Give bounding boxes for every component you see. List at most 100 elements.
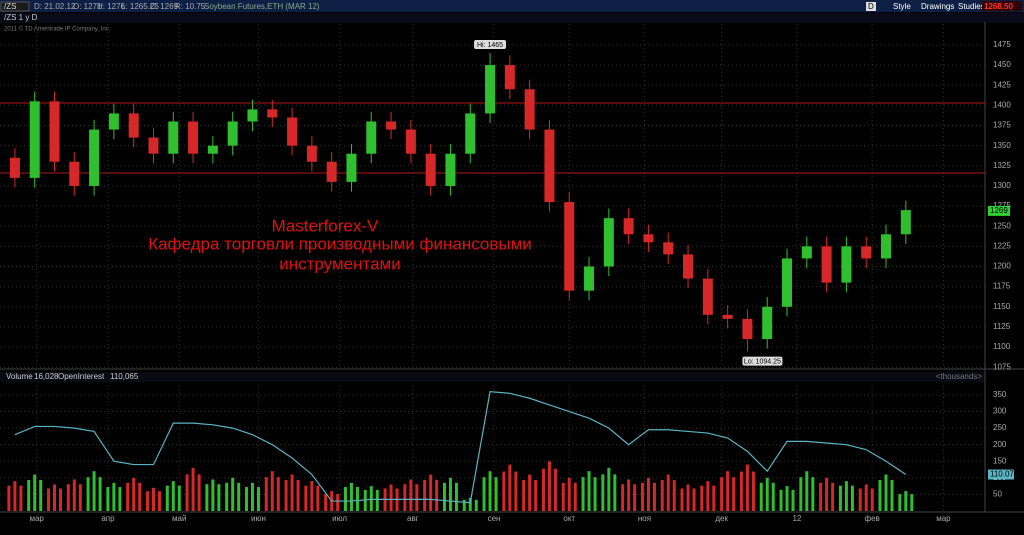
symbol[interactable]: /ZS <box>4 2 16 11</box>
candle-body <box>108 113 119 130</box>
volume-bar <box>811 477 815 511</box>
candle-body <box>881 234 892 259</box>
volume-bar <box>442 482 446 511</box>
volume-bar <box>482 477 486 511</box>
volume-bar <box>680 488 684 511</box>
y-tick-label: 1175 <box>993 282 1011 291</box>
volume-bar <box>185 474 189 511</box>
volume-bar <box>72 479 76 511</box>
y-tick-label: 1250 <box>993 221 1011 230</box>
y-tick-label: 1075 <box>993 362 1011 371</box>
d-label[interactable]: D <box>868 2 874 11</box>
volume-bar <box>771 482 775 511</box>
volume-bar <box>217 484 221 511</box>
candle-body <box>504 65 515 90</box>
volume-bar <box>468 497 472 511</box>
y-tick-label: 300 <box>993 407 1007 416</box>
low: L: 1265.25 <box>121 2 159 11</box>
volume-bar <box>799 477 803 511</box>
volume-bar <box>132 477 136 511</box>
volume-bar <box>805 471 809 511</box>
y-tick-label: 1200 <box>993 262 1011 271</box>
volume-bar <box>706 481 710 511</box>
candle-body <box>168 121 179 154</box>
volume-bar <box>304 485 308 511</box>
volume-bar <box>613 474 617 511</box>
volume-bar <box>522 479 526 511</box>
volume-bar <box>39 479 43 511</box>
candle-body <box>9 157 20 178</box>
volume-bar <box>593 477 597 511</box>
copyright: 2011 © TD Ameritrade IP Company, Inc. <box>4 26 111 33</box>
volume-bar <box>700 485 704 511</box>
candle-body <box>49 101 60 162</box>
candle-body <box>366 121 377 154</box>
volume-bar <box>86 477 90 511</box>
volume-bar <box>581 477 585 511</box>
volume-bar <box>165 485 169 511</box>
volume-bar <box>276 477 280 511</box>
volume-bar <box>7 485 11 511</box>
style-button[interactable]: Style <box>893 2 911 11</box>
y-tick-label: 1225 <box>993 241 1011 250</box>
last-price: 1268.50 <box>984 2 1013 11</box>
volume-bar <box>884 474 888 511</box>
volume-bar <box>336 494 340 511</box>
volume-bar <box>785 486 789 511</box>
candle-body <box>900 210 911 235</box>
volume-bar <box>423 479 427 511</box>
candle-body <box>683 254 694 279</box>
volume-bar <box>502 471 506 511</box>
volume-bar <box>858 488 862 511</box>
volume-bar <box>375 489 379 511</box>
volume-bar <box>270 471 274 511</box>
volume-bar <box>587 471 591 511</box>
volume-bar <box>779 489 783 511</box>
symbol-box[interactable] <box>0 1 30 12</box>
drawings-button[interactable]: Drawings <box>921 2 954 11</box>
open: O: 1271 <box>73 2 102 11</box>
volume-bar <box>553 468 557 511</box>
volume-bar <box>310 481 314 511</box>
y-tick-label: 150 <box>993 456 1007 465</box>
volume-bar <box>19 485 23 511</box>
last-value-box <box>988 469 1014 480</box>
candle-body <box>69 161 80 186</box>
last-value-label: 110.07 <box>990 470 1014 479</box>
candle-body <box>861 246 872 259</box>
volume-bar <box>13 481 17 511</box>
high: H: 1276 <box>97 2 126 11</box>
studies-button[interactable]: Studies <box>958 2 985 11</box>
last-price-box <box>988 205 1010 216</box>
volume-bar <box>745 464 749 511</box>
d-button[interactable] <box>866 2 876 11</box>
y-tick-label: 1375 <box>993 121 1011 130</box>
volume-bar <box>112 482 116 511</box>
volume-bar <box>870 488 874 511</box>
volume-bar <box>98 477 102 511</box>
y-tick-label: 1350 <box>993 141 1011 150</box>
volume-bar <box>739 471 743 511</box>
volume-bar <box>454 482 458 511</box>
volume-bar <box>126 482 130 511</box>
volume-bar <box>878 479 882 511</box>
volume-bar <box>660 479 664 511</box>
candle-body <box>762 306 773 339</box>
sub-header <box>0 13 1024 23</box>
candle-body <box>663 242 674 255</box>
volume-bar <box>225 482 229 511</box>
description: Soybean Futures,ETH (MAR 12) <box>204 2 320 11</box>
volume-bar <box>389 484 393 511</box>
volume-bar <box>403 484 407 511</box>
volume-bar <box>686 484 690 511</box>
volume-bar <box>355 487 359 511</box>
x-tick-label: 12 <box>792 514 801 523</box>
series-name: Volume <box>6 372 33 381</box>
y-tick-label: 1150 <box>993 302 1011 311</box>
volume-bar <box>448 477 452 511</box>
volume-bar <box>712 485 716 511</box>
volume-bar <box>211 479 215 511</box>
volume-bar <box>237 482 241 511</box>
candle-body <box>326 161 337 182</box>
y-tick-label: 1400 <box>993 100 1011 109</box>
